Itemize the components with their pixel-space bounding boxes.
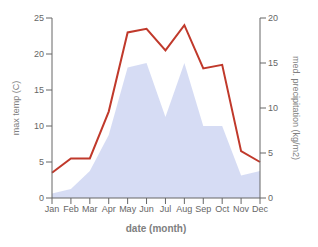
svg-text:med. precipitation (kg/m2): med. precipitation (kg/m2) xyxy=(291,56,301,160)
svg-text:10: 10 xyxy=(268,103,278,113)
svg-text:25: 25 xyxy=(34,13,44,23)
svg-text:Nov: Nov xyxy=(233,204,250,214)
svg-text:Oct: Oct xyxy=(215,204,230,214)
svg-text:Jul: Jul xyxy=(160,204,172,214)
svg-text:Dec: Dec xyxy=(252,204,269,214)
svg-text:Feb: Feb xyxy=(63,204,79,214)
svg-text:0: 0 xyxy=(268,193,273,203)
svg-text:Aug: Aug xyxy=(176,204,192,214)
svg-text:max temp (C): max temp (C) xyxy=(11,81,21,136)
svg-text:Jun: Jun xyxy=(139,204,154,214)
svg-text:20: 20 xyxy=(268,13,278,23)
svg-text:10: 10 xyxy=(34,121,44,131)
svg-text:Apr: Apr xyxy=(102,204,116,214)
svg-text:5: 5 xyxy=(268,148,273,158)
svg-text:5: 5 xyxy=(39,157,44,167)
svg-text:Mar: Mar xyxy=(82,204,98,214)
svg-text:15: 15 xyxy=(34,85,44,95)
svg-text:20: 20 xyxy=(34,49,44,59)
svg-text:0: 0 xyxy=(39,193,44,203)
svg-text:May: May xyxy=(119,204,137,214)
svg-text:Jan: Jan xyxy=(45,204,60,214)
svg-text:Sep: Sep xyxy=(195,204,211,214)
svg-text:date (month): date (month) xyxy=(126,223,187,234)
svg-text:15: 15 xyxy=(268,58,278,68)
